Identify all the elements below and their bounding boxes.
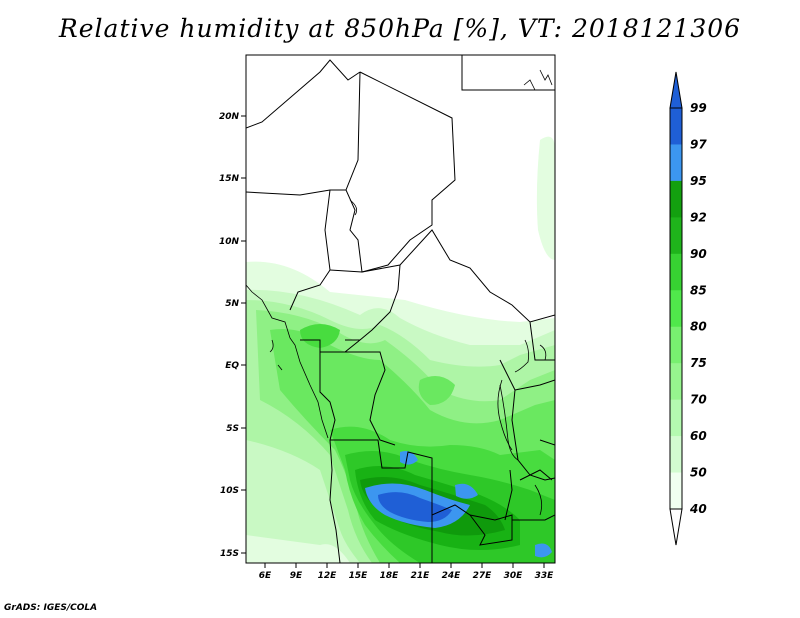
lon-label-12e: 12E xyxy=(318,571,338,581)
latitude-labels: 20N 15N 10N 5N EQ 5S 10S 15S xyxy=(219,112,240,559)
lat-label-10n: 10N xyxy=(219,237,240,247)
colorbar-label: 40 xyxy=(689,502,707,516)
colorbar-block xyxy=(670,217,682,255)
colorbar-block xyxy=(670,326,682,364)
lon-label-6e: 6E xyxy=(259,571,272,581)
lon-label-33e: 33E xyxy=(535,571,555,581)
colorbar-block xyxy=(670,399,682,437)
map-title: Relative humidity at 850hPa [%], VT: 201… xyxy=(58,14,742,43)
colorbar: 99 97 95 92 90 85 80 75 70 60 50 40 xyxy=(669,71,707,546)
colorbar-block xyxy=(670,472,682,510)
colorbar-label: 90 xyxy=(690,247,707,261)
colorbar-label: 80 xyxy=(690,320,707,334)
colorbar-block xyxy=(670,108,682,145)
colorbar-frame xyxy=(669,107,683,510)
humidity-field xyxy=(246,136,555,563)
lon-label-24e: 24E xyxy=(442,571,462,581)
colorbar-label: 70 xyxy=(690,393,707,407)
lon-label-21e: 21E xyxy=(411,571,431,581)
longitude-labels: 6E 9E 12E 15E 18E 21E 24E 27E 30E 33E xyxy=(259,571,554,581)
colorbar-label: 50 xyxy=(690,466,707,480)
map-frame xyxy=(245,54,556,564)
lat-label-15n: 15N xyxy=(219,174,240,184)
lat-label-20n: 20N xyxy=(219,112,240,122)
lat-label-5n: 5N xyxy=(225,299,239,309)
colorbar-block xyxy=(670,363,682,401)
coastlines-lakes xyxy=(246,69,553,516)
colorbar-block xyxy=(670,180,682,218)
lon-label-9e: 9E xyxy=(290,571,303,581)
lat-label-5s: 5S xyxy=(226,424,239,434)
lat-label-eq: EQ xyxy=(225,361,239,371)
colorbar-label: 60 xyxy=(690,429,707,443)
lon-label-30e: 30E xyxy=(504,571,524,581)
lat-label-10s: 10S xyxy=(220,486,239,496)
colorbar-label: 99 xyxy=(690,101,707,115)
lon-label-15e: 15E xyxy=(349,571,369,581)
colorbar-block xyxy=(670,144,682,182)
colorbar-labels: 99 97 95 92 90 85 80 75 70 60 50 40 xyxy=(689,101,707,516)
colorbar-label: 97 xyxy=(690,137,707,151)
country-borders xyxy=(246,55,555,563)
colorbar-label: 95 xyxy=(690,174,707,188)
colorbar-blocks xyxy=(670,108,682,510)
colorbar-block xyxy=(670,436,682,474)
grads-credit: GrADS: IGES/COLA xyxy=(4,603,98,613)
colorbar-top-arrow xyxy=(669,71,683,109)
colorbar-label: 75 xyxy=(690,356,707,370)
colorbar-label: 85 xyxy=(690,283,707,297)
axis-ticks xyxy=(241,115,545,568)
lat-label-15s: 15S xyxy=(220,549,239,559)
colorbar-label: 92 xyxy=(690,210,707,224)
lon-label-18e: 18E xyxy=(380,571,400,581)
colorbar-block xyxy=(670,290,682,328)
colorbar-block xyxy=(670,253,682,291)
colorbar-bottom-arrow xyxy=(669,508,683,546)
lon-label-27e: 27E xyxy=(473,571,493,581)
